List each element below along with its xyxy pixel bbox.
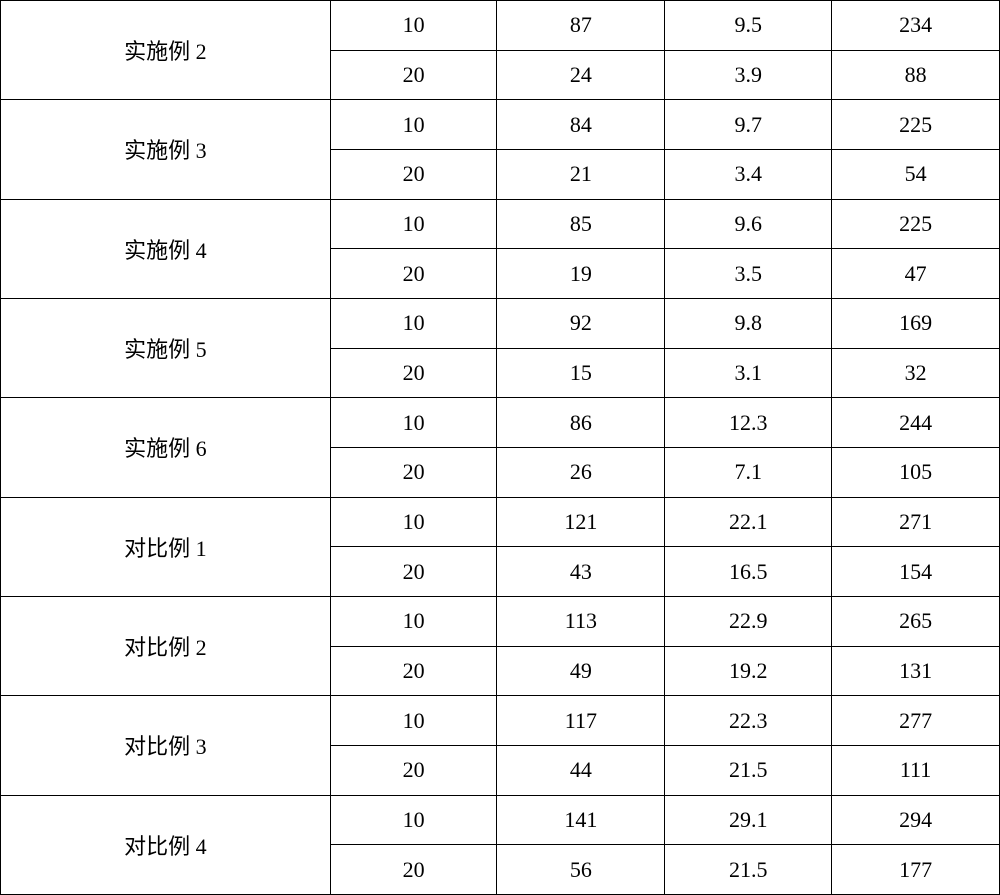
data-cell: 24	[497, 50, 665, 100]
data-cell: 234	[832, 1, 1000, 51]
data-cell: 9.7	[665, 100, 832, 150]
data-cell: 244	[832, 398, 1000, 448]
data-cell: 3.9	[665, 50, 832, 100]
data-cell: 9.6	[665, 199, 832, 249]
group-label-cell: 实施例 6	[1, 398, 331, 497]
data-cell: 20	[330, 845, 497, 895]
data-cell: 15	[497, 348, 665, 398]
data-cell: 20	[330, 547, 497, 597]
data-cell: 21.5	[665, 845, 832, 895]
data-cell: 20	[330, 348, 497, 398]
data-cell: 225	[832, 199, 1000, 249]
data-cell: 294	[832, 795, 1000, 845]
data-cell: 87	[497, 1, 665, 51]
data-cell: 7.1	[665, 447, 832, 497]
data-cell: 88	[832, 50, 1000, 100]
data-cell: 44	[497, 745, 665, 795]
data-cell: 43	[497, 547, 665, 597]
data-cell: 131	[832, 646, 1000, 696]
group-label-cell: 实施例 2	[1, 1, 331, 100]
data-cell: 10	[330, 100, 497, 150]
group-label-cell: 实施例 3	[1, 100, 331, 199]
data-cell: 20	[330, 447, 497, 497]
data-cell: 10	[330, 398, 497, 448]
data-cell: 47	[832, 249, 1000, 299]
data-cell: 9.8	[665, 298, 832, 348]
data-cell: 105	[832, 447, 1000, 497]
data-cell: 85	[497, 199, 665, 249]
data-cell: 22.3	[665, 696, 832, 746]
data-cell: 21.5	[665, 745, 832, 795]
data-cell: 121	[497, 497, 665, 547]
data-cell: 20	[330, 50, 497, 100]
data-cell: 113	[497, 596, 665, 646]
data-cell: 177	[832, 845, 1000, 895]
data-cell: 111	[832, 745, 1000, 795]
data-cell: 16.5	[665, 547, 832, 597]
data-cell: 86	[497, 398, 665, 448]
data-cell: 3.1	[665, 348, 832, 398]
data-cell: 20	[330, 249, 497, 299]
table-row: 实施例 4 10 85 9.6 225	[1, 199, 1000, 249]
data-cell: 9.5	[665, 1, 832, 51]
group-label-cell: 对比例 2	[1, 596, 331, 695]
data-table: 实施例 2 10 87 9.5 234 20 24 3.9 88 实施例 3 1…	[0, 0, 1000, 895]
data-cell: 22.1	[665, 497, 832, 547]
data-cell: 19.2	[665, 646, 832, 696]
table-row: 对比例 4 10 141 29.1 294	[1, 795, 1000, 845]
data-cell: 117	[497, 696, 665, 746]
data-cell: 3.5	[665, 249, 832, 299]
data-cell: 84	[497, 100, 665, 150]
data-cell: 225	[832, 100, 1000, 150]
data-table-container: 实施例 2 10 87 9.5 234 20 24 3.9 88 实施例 3 1…	[0, 0, 1000, 895]
table-row: 对比例 2 10 113 22.9 265	[1, 596, 1000, 646]
group-label-cell: 对比例 4	[1, 795, 331, 895]
data-cell: 169	[832, 298, 1000, 348]
group-label-cell: 实施例 4	[1, 199, 331, 298]
data-cell: 10	[330, 696, 497, 746]
table-row: 实施例 2 10 87 9.5 234	[1, 1, 1000, 51]
data-cell: 10	[330, 199, 497, 249]
table-row: 实施例 6 10 86 12.3 244	[1, 398, 1000, 448]
data-cell: 265	[832, 596, 1000, 646]
data-cell: 154	[832, 547, 1000, 597]
data-cell: 54	[832, 149, 1000, 199]
data-cell: 3.4	[665, 149, 832, 199]
group-label-cell: 对比例 1	[1, 497, 331, 596]
table-row: 实施例 3 10 84 9.7 225	[1, 100, 1000, 150]
data-cell: 277	[832, 696, 1000, 746]
data-cell: 56	[497, 845, 665, 895]
data-cell: 10	[330, 596, 497, 646]
data-cell: 10	[330, 795, 497, 845]
data-cell: 92	[497, 298, 665, 348]
data-cell: 19	[497, 249, 665, 299]
data-cell: 10	[330, 1, 497, 51]
data-cell: 10	[330, 298, 497, 348]
data-cell: 49	[497, 646, 665, 696]
group-label-cell: 对比例 3	[1, 696, 331, 795]
data-cell: 12.3	[665, 398, 832, 448]
table-row: 实施例 5 10 92 9.8 169	[1, 298, 1000, 348]
data-cell: 26	[497, 447, 665, 497]
group-label-cell: 实施例 5	[1, 298, 331, 397]
data-cell: 271	[832, 497, 1000, 547]
data-cell: 20	[330, 646, 497, 696]
table-row: 对比例 3 10 117 22.3 277	[1, 696, 1000, 746]
data-cell: 22.9	[665, 596, 832, 646]
data-cell: 10	[330, 497, 497, 547]
data-cell: 32	[832, 348, 1000, 398]
data-cell: 21	[497, 149, 665, 199]
data-cell: 20	[330, 745, 497, 795]
data-cell: 141	[497, 795, 665, 845]
table-row: 对比例 1 10 121 22.1 271	[1, 497, 1000, 547]
data-cell: 20	[330, 149, 497, 199]
data-cell: 29.1	[665, 795, 832, 845]
